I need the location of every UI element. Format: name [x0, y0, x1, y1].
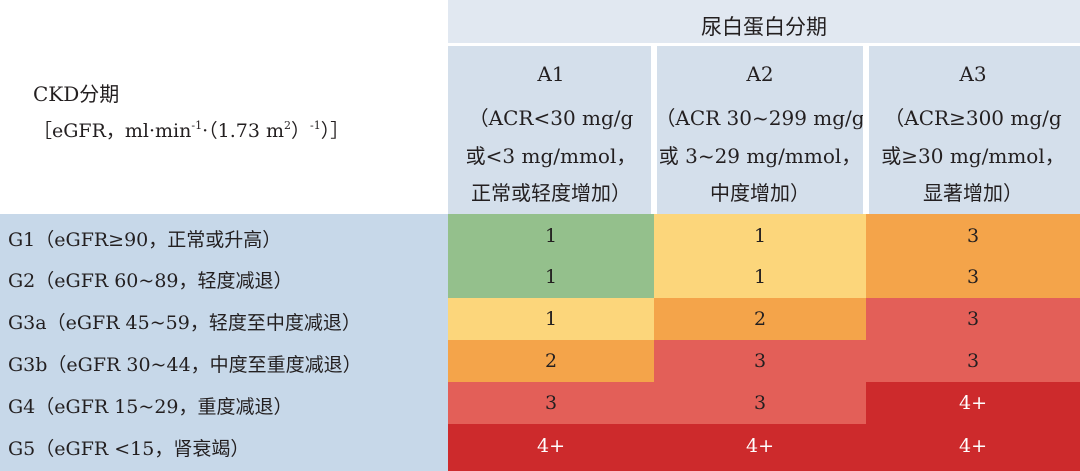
- stub-header-title: CKD分期: [33, 82, 120, 106]
- risk-cell-g2-a2: 1: [654, 256, 866, 298]
- row-label-g4: G4（eGFR 15~29，重度减退）: [8, 396, 293, 418]
- risk-cell-g3b-a1: 2: [448, 340, 654, 382]
- units-part-1: ［eGFR，ml·min: [33, 120, 192, 142]
- row-label-g2: G2（eGFR 60~89，轻度减退）: [8, 270, 293, 292]
- stub-header-cell: [0, 0, 448, 214]
- column-line: 中度增加）: [710, 181, 810, 205]
- column-line: 显著增加）: [923, 181, 1023, 205]
- risk-cell-g1-a3: 3: [866, 214, 1080, 256]
- risk-value: 2: [753, 308, 767, 330]
- column-divider: [863, 46, 869, 214]
- risk-cell-g3a-a2: 2: [654, 298, 866, 340]
- column-header-a1: A1 （ACR<30 mg/g 或<3 mg/mmol， 正常或轻度增加）: [448, 46, 654, 214]
- risk-cell-g2-a3: 3: [866, 256, 1080, 298]
- risk-cell-g3a-a3: 3: [866, 298, 1080, 340]
- units-part-2: ·（1.73 m: [202, 120, 284, 142]
- stub-header: CKD分期 ［eGFR，ml·min-1·（1.73 m2）-1）］: [0, 0, 448, 214]
- units-part-4: ）］: [320, 120, 350, 142]
- risk-cell-g4-a2: 3: [654, 382, 866, 424]
- units-sup-2: 2: [284, 119, 291, 132]
- risk-value: 4+: [745, 435, 774, 457]
- risk-cell-g5-a2: 4+: [654, 424, 866, 471]
- risk-value: 4+: [536, 435, 565, 457]
- group-header: 尿白蛋白分期: [448, 0, 1080, 46]
- column-divider: [651, 46, 657, 214]
- risk-cell-g3a-a1: 1: [448, 298, 654, 340]
- column-line: 正常或轻度增加）: [471, 181, 631, 205]
- group-header-label: 尿白蛋白分期: [701, 15, 827, 39]
- risk-cell-g4-a1: 3: [448, 382, 654, 424]
- risk-value: 1: [753, 266, 767, 288]
- risk-cell-g3b-a3: 3: [866, 340, 1080, 382]
- units-part-3: ）: [291, 120, 311, 142]
- risk-value: 3: [966, 266, 980, 288]
- risk-value: 2: [544, 350, 558, 372]
- row-label-g3a: G3a（eGFR 45~59，轻度至中度减退）: [8, 312, 361, 334]
- column-name: A1: [537, 62, 565, 86]
- risk-cell-g5-a3: 4+: [866, 424, 1080, 471]
- risk-value: 3: [966, 350, 980, 372]
- risk-cell-g5-a1: 4+: [448, 424, 654, 471]
- risk-value: 4+: [958, 435, 987, 457]
- column-line: （ACR≥300 mg/g: [884, 106, 1062, 130]
- row-label-g3b: G3b（eGFR 30~44，中度至重度减退）: [8, 354, 362, 376]
- risk-value: 3: [753, 392, 767, 414]
- risk-value: 1: [753, 225, 767, 247]
- column-line: 或 3~29 mg/mmol，: [658, 144, 862, 168]
- column-line: 或≥30 mg/mmol，: [881, 144, 1065, 168]
- risk-cell-g1-a1: 1: [448, 214, 654, 256]
- risk-value: 1: [544, 266, 558, 288]
- risk-value: 3: [544, 392, 558, 414]
- risk-cell-g3b-a2: 3: [654, 340, 866, 382]
- column-header-a2: A2 （ACR 30~299 mg/g 或 3~29 mg/mmol， 中度增加…: [654, 46, 866, 214]
- row-label-g5: G5（eGFR <15，肾衰竭）: [8, 438, 250, 460]
- column-line: （ACR<30 mg/g: [468, 106, 634, 130]
- risk-value: 3: [753, 350, 767, 372]
- column-line: （ACR 30~299 mg/g: [655, 106, 865, 130]
- risk-cell-g1-a2: 1: [654, 214, 866, 256]
- column-name: A3: [959, 62, 987, 86]
- units-sup-3: -1: [310, 119, 321, 132]
- risk-cell-g2-a1: 1: [448, 256, 654, 298]
- column-name: A2: [746, 62, 774, 86]
- column-line: 或<3 mg/mmol，: [465, 144, 637, 168]
- risk-value: 1: [544, 225, 558, 247]
- risk-value: 4+: [958, 392, 987, 414]
- units-sup-1: -1: [191, 119, 203, 132]
- risk-cell-g4-a3: 4+: [866, 382, 1080, 424]
- row-label-g1: G1（eGFR≥90，正常或升高）: [8, 229, 282, 251]
- column-header-a3: A3 （ACR≥300 mg/g 或≥30 mg/mmol， 显著增加）: [866, 46, 1080, 214]
- stub-header-units: ［eGFR，ml·min-1·（1.73 m2）-1）］: [33, 116, 349, 143]
- risk-value: 3: [966, 308, 980, 330]
- risk-value: 1: [544, 308, 558, 330]
- row-label-column: [0, 214, 448, 471]
- risk-value: 3: [966, 225, 980, 247]
